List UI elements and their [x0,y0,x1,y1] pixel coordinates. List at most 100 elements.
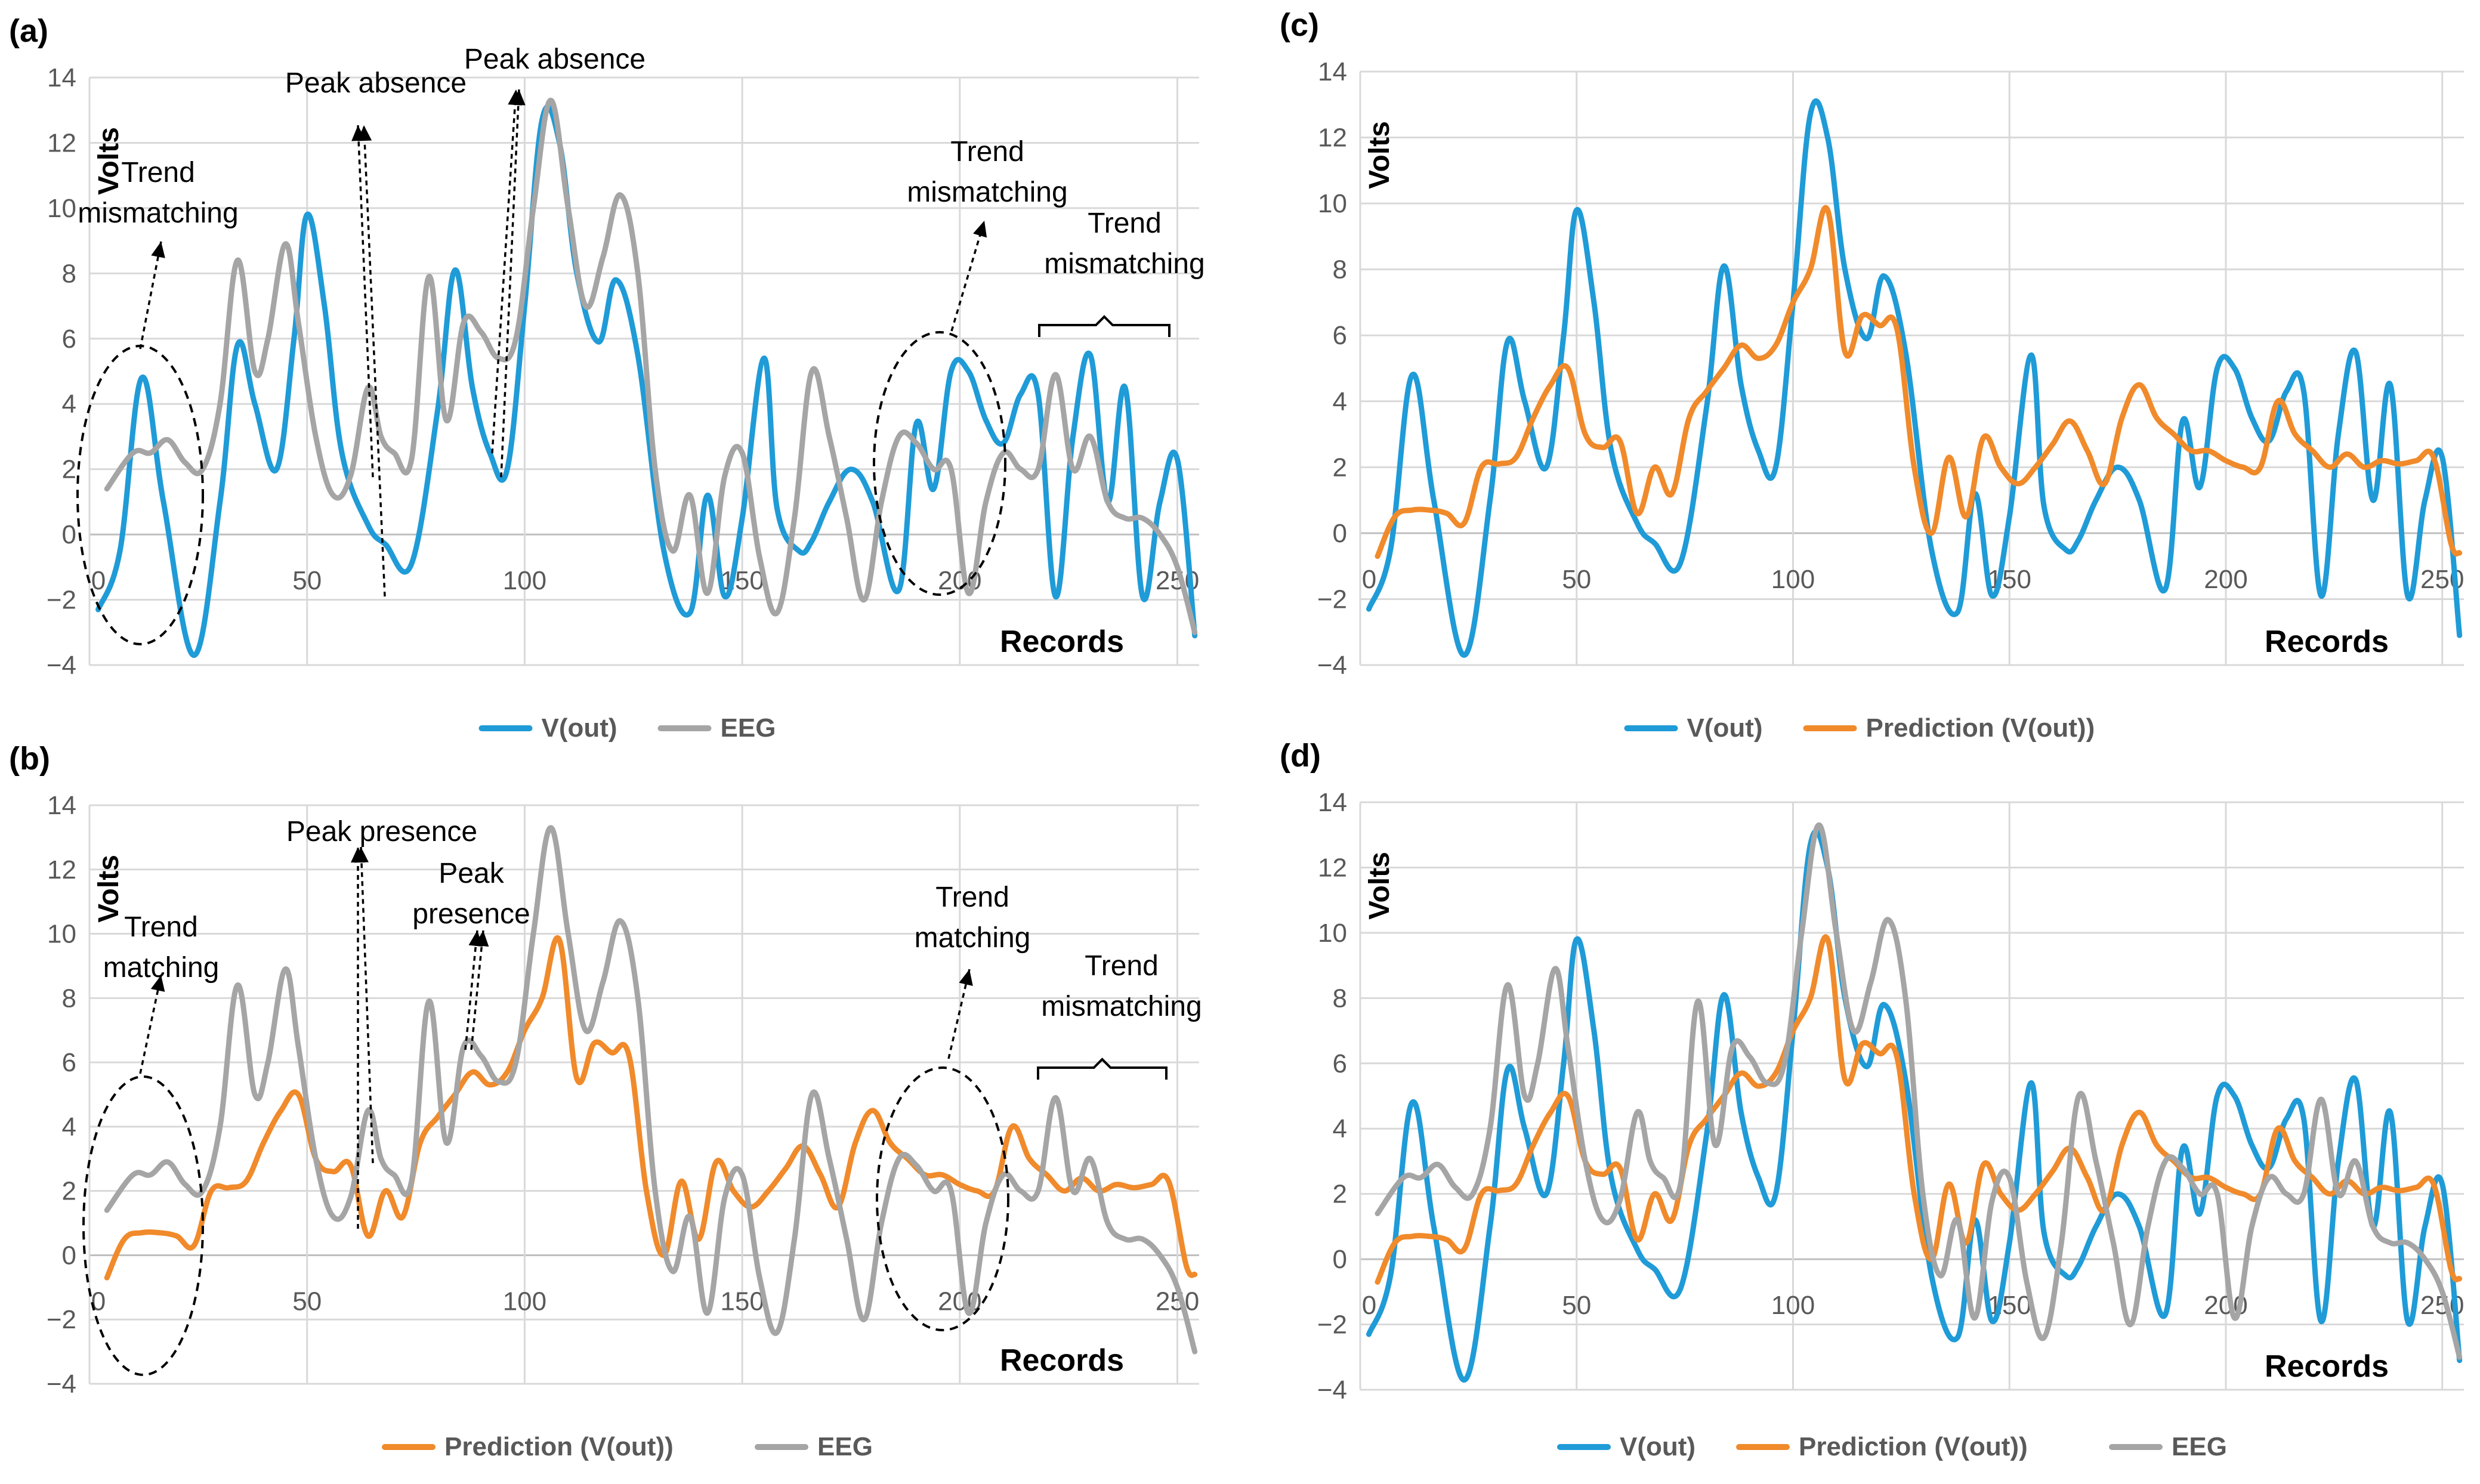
y-tick-label: 12 [47,128,76,157]
y-tick-label: 4 [1333,1114,1347,1143]
x-tick-label: 200 [2204,565,2247,594]
y-tick-label: −4 [47,651,76,680]
y-tick-label: 10 [47,194,76,223]
annotation-arrow-head [351,125,366,141]
annotation-arrow-head [474,930,489,947]
annotation-arrow-line [464,930,478,1050]
y-tick-label: −2 [1317,1310,1347,1340]
series-line-pred [1375,205,2463,559]
annotation-arrow-head [354,847,369,863]
annotation-text: Trend [935,882,1009,913]
annotation-arrow-line [363,125,386,597]
x-tick-label: 50 [292,566,322,595]
y-tick-label: −4 [1317,1375,1347,1405]
x-tick-label: 100 [1771,1291,1815,1320]
annotation-text: Trend [1088,208,1162,239]
legend-entry: V(out) [1620,1432,1695,1461]
annotation-arrow-head [973,221,987,238]
y-tick-label: 14 [47,791,76,820]
y-tick-label: −4 [47,1369,76,1399]
y-tick-label: −2 [1317,585,1347,614]
y-tick-label: 8 [62,259,76,288]
panel-label: (b) [9,741,50,777]
series-line-pred [104,935,1198,1281]
y-tick-label: 10 [47,920,76,949]
y-tick-label: 12 [1318,853,1347,882]
annotation-arrow-head [150,975,165,992]
panel-label: (c) [1280,7,1319,43]
y-axis-label: Volts [1364,121,1395,189]
series-line-eeg [104,825,1198,1355]
annotation-arrow-line [360,846,374,1164]
x-tick-label: 0 [1362,565,1376,594]
legend-entry: V(out) [542,713,617,743]
y-tick-label: 8 [1333,255,1347,285]
y-tick-label: 10 [1318,189,1347,218]
y-tick-label: 14 [47,63,76,92]
y-tick-label: 2 [1333,453,1347,482]
y-tick-label: 12 [47,855,76,885]
annotation-brace [1038,315,1170,337]
panel-label: (a) [9,13,48,49]
y-tick-label: 10 [1318,919,1347,948]
annotation-arrow-line [139,241,162,350]
legend-entry: Prediction (V(out)) [444,1432,674,1461]
y-tick-label: 0 [62,520,76,549]
x-axis-label: Records [1000,624,1124,659]
x-axis-label: Records [2265,1349,2389,1384]
annotation-arrow-line [500,89,520,478]
x-axis-label: Records [2265,624,2389,659]
annotation-text: Trend [121,157,195,188]
y-tick-label: 4 [62,1112,76,1142]
annotation-text: Peak presence [286,816,477,848]
x-tick-label: 100 [503,566,546,595]
y-tick-label: 6 [1333,1049,1347,1078]
annotation-text: mismatching [907,177,1067,208]
series-line-eeg [1375,822,2463,1360]
y-tick-label: 6 [62,1048,76,1077]
annotation-brace [1037,1058,1168,1080]
y-tick-label: 2 [62,1177,76,1206]
y-tick-label: 0 [1333,1245,1347,1274]
x-tick-label: 100 [1771,565,1815,594]
y-tick-label: 2 [1333,1180,1347,1209]
annotation-text: mismatching [1044,248,1205,280]
annotation-arrow-head [151,242,165,258]
series-line-vout [95,104,1198,658]
callout-ellipse [82,1075,204,1376]
y-axis-label: Volts [1364,852,1395,920]
series-line-pred [1375,934,2463,1285]
y-tick-label: 4 [1333,387,1347,416]
y-tick-label: 6 [62,324,76,354]
y-tick-label: 2 [62,455,76,484]
x-tick-label: 50 [1562,1291,1591,1320]
annotation-text: mismatching [1041,991,1202,1022]
legend-entry: EEG [2172,1432,2227,1461]
y-tick-label: 14 [1318,57,1347,86]
y-tick-label: 0 [1333,519,1347,548]
annotation-text: Trend [950,136,1024,168]
legend-entry: EEG [817,1432,873,1461]
y-tick-label: −4 [1317,651,1347,680]
x-tick-label: 50 [292,1287,322,1316]
legend-entry: EEG [721,713,776,743]
x-tick-label: 0 [1362,1291,1376,1320]
y-axis-label: Volts [93,127,125,195]
callout-ellipse [876,1066,1009,1331]
legend-entry: Prediction (V(out)) [1866,713,2095,743]
y-tick-label: 8 [1333,984,1347,1013]
x-tick-label: 150 [1988,565,2031,594]
annotation-arrow-line [947,969,971,1059]
legend-entry: V(out) [1687,713,1763,743]
annotation-text: presence [412,898,530,930]
y-tick-label: 14 [1318,788,1347,817]
annotation-arrow-line [139,975,162,1074]
x-tick-label: 150 [720,1287,764,1316]
series-line-eeg [104,97,1198,635]
callout-ellipse [873,331,1006,596]
